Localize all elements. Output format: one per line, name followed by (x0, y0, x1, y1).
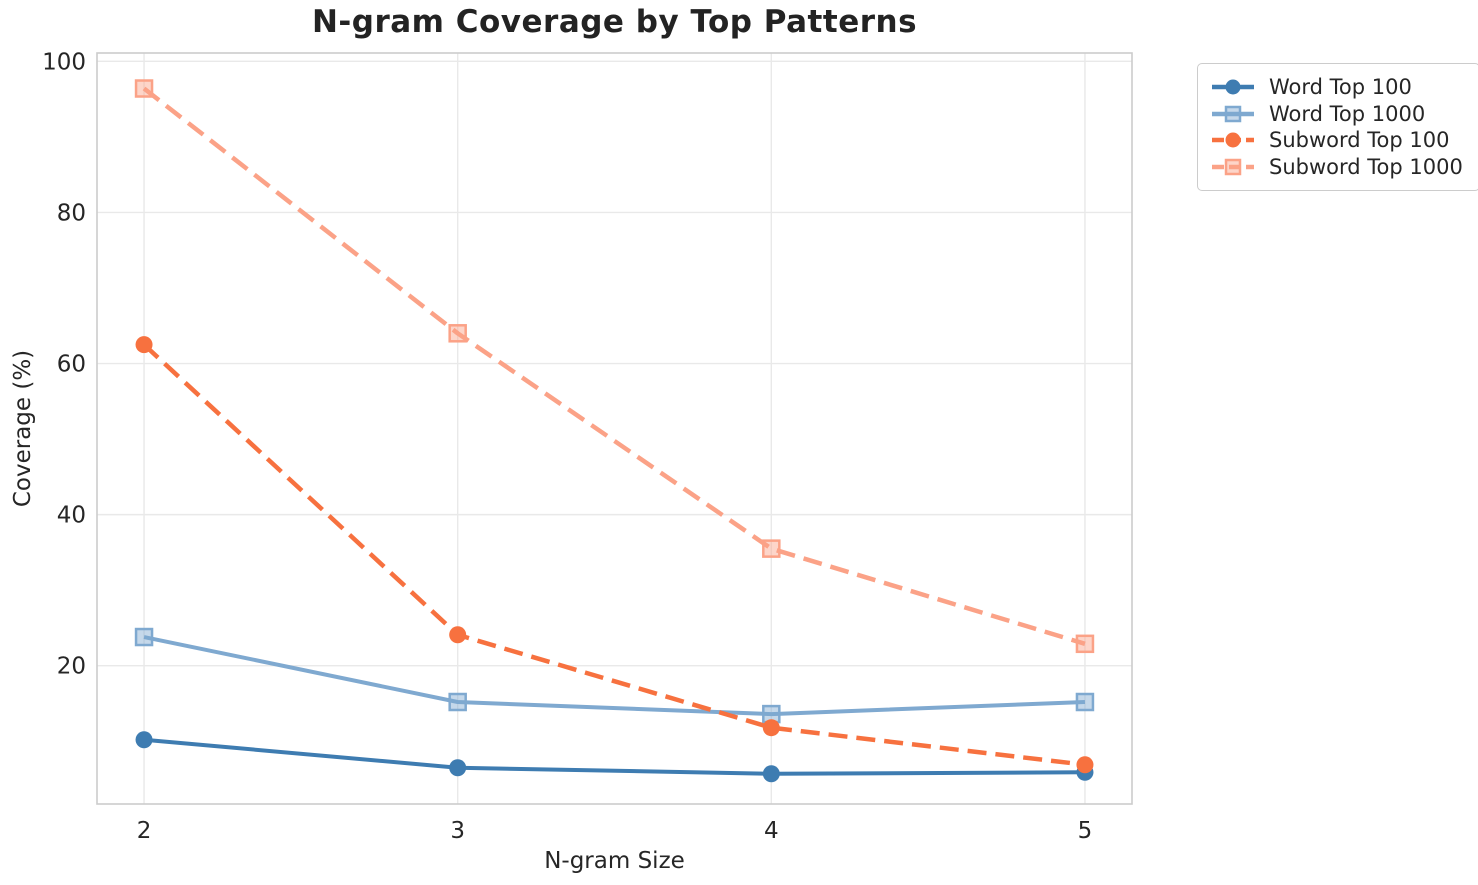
data-point-marker (762, 719, 780, 737)
legend-item-subword-top-1000: Subword Top 1000 (1210, 154, 1463, 180)
legend-swatch-subword-top-100-icon (1212, 132, 1254, 148)
data-point-marker (1076, 756, 1094, 774)
data-point-marker (448, 692, 467, 712)
x-axis-tick-labels: 2 3 4 5 (137, 818, 1093, 844)
legend-label-subword-top-100: Subword Top 100 (1269, 128, 1450, 153)
data-point-marker (134, 79, 154, 98)
legend-label-word-top-100: Word Top 100 (1269, 75, 1412, 99)
legend-item-word-top-1000: Word Top 1000 (1210, 101, 1463, 127)
series-line (143, 635, 1086, 717)
legend-marker (1225, 79, 1241, 95)
data-point-marker (134, 627, 154, 647)
y-axis-label: Coverage (%) (10, 350, 36, 507)
legend: Word Top 100 Word Top 1000 Subword Top 1… (1197, 63, 1478, 191)
legend-swatch-word-top-100-icon (1212, 79, 1254, 95)
series-line (143, 737, 1085, 776)
y-tick-label: 100 (42, 49, 86, 75)
data-point-marker (135, 731, 153, 749)
data-point-marker (448, 324, 467, 343)
chart-title: N-gram Coverage by Top Patterns (311, 4, 918, 40)
y-tick-label: 40 (57, 503, 86, 529)
plot-border (96, 52, 1133, 805)
data-point-marker (449, 626, 467, 644)
x-axis-label: N-gram Size (544, 848, 685, 874)
legend-marker (1224, 105, 1242, 122)
series-word-top-100 (135, 731, 1094, 783)
y-tick-label: 20 (57, 654, 86, 680)
data-point-marker (1075, 692, 1095, 712)
y-axis-tick-labels: 20 40 60 80 100 (42, 49, 86, 679)
legend-marker (1225, 132, 1241, 148)
data-point-marker (762, 765, 780, 783)
series-subword-top-100 (135, 336, 1094, 774)
data-point-marker (762, 539, 781, 558)
legend-label-word-top-1000: Word Top 1000 (1269, 101, 1426, 126)
data-point-marker (135, 336, 153, 354)
y-tick-label: 60 (57, 352, 86, 378)
series-line (142, 342, 1086, 767)
data-point-marker (449, 759, 467, 777)
x-tick-label: 3 (450, 818, 465, 844)
legend-marker (1224, 158, 1242, 176)
legend-item-subword-top-100: Subword Top 100 (1210, 127, 1463, 153)
legend-label-subword-top-1000: Subword Top 1000 (1269, 154, 1463, 179)
series-line (142, 86, 1086, 646)
data-point-marker (1075, 634, 1095, 654)
legend-item-word-top-100: Word Top 100 (1210, 74, 1463, 100)
gridlines (97, 53, 1132, 804)
legend-swatch-subword-top-1000-icon (1212, 158, 1254, 176)
series-word-top-1000 (134, 627, 1095, 724)
series-subword-top-1000 (134, 79, 1095, 654)
x-tick-label: 5 (1078, 818, 1093, 844)
x-tick-label: 4 (764, 818, 779, 844)
legend-swatch-word-top-1000-icon (1212, 105, 1254, 122)
x-tick-label: 2 (137, 818, 152, 844)
y-tick-label: 80 (57, 200, 86, 226)
